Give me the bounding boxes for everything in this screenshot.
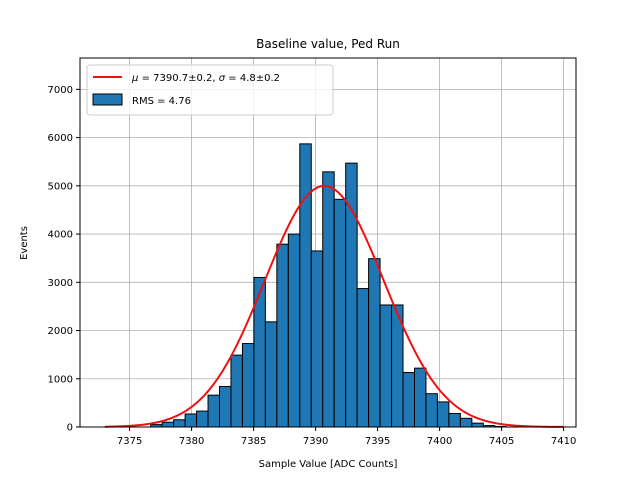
y-tick-label: 1000 (48, 374, 73, 385)
histogram-bar (356, 288, 370, 428)
legend-fit-text-2: = 4.8±0.2 (228, 73, 280, 84)
x-axis-label: Sample Value [ADC Counts] (259, 459, 398, 470)
x-tick-label: 7380 (179, 436, 204, 447)
y-tick-label: 0 (67, 423, 73, 434)
histogram-bar (207, 394, 220, 428)
x-tick-label: 7410 (551, 436, 576, 447)
histogram-bar (299, 143, 312, 428)
histogram-bar (241, 343, 255, 428)
histogram-bar (287, 233, 301, 428)
histogram-bar (413, 367, 427, 428)
y-axis-label: Events (19, 226, 30, 260)
y-axis-ticks: 0 1000 2000 3000 4000 5000 6000 7000 (48, 85, 80, 434)
x-tick-label: 7385 (241, 436, 266, 447)
histogram-bar (448, 412, 461, 428)
legend-fit-mu: μ (131, 73, 138, 84)
x-tick-label: 7395 (365, 436, 390, 447)
y-tick-label: 6000 (48, 133, 73, 144)
legend-hist-label: RMS = 4.76 (132, 96, 191, 107)
legend: μ = 7390.7±0.2, σ = 4.8±0.2 RMS = 4.76 (86, 64, 334, 116)
histogram-bar (310, 250, 324, 428)
histogram-bar (230, 354, 243, 428)
histogram-bar (436, 401, 450, 428)
legend-fit-label: μ = 7390.7±0.2, σ = 4.8±0.2 (131, 73, 280, 84)
legend-fit-text-1: = 7390.7±0.2, (142, 73, 219, 84)
histogram-bar (276, 243, 289, 428)
histogram-bar (173, 419, 186, 428)
legend-box (86, 64, 334, 116)
histogram-bar (196, 410, 209, 428)
histogram-bar (379, 304, 393, 428)
x-tick-label: 7400 (427, 436, 452, 447)
y-tick-label: 3000 (48, 278, 73, 289)
histogram-bar (322, 171, 335, 428)
histogram-bar (368, 258, 381, 428)
histogram-bar (471, 422, 484, 428)
y-tick-label: 5000 (48, 181, 73, 192)
legend-hist-swatch (92, 93, 123, 106)
histogram-bar (184, 413, 198, 428)
histogram-bar (253, 276, 266, 428)
histogram-bar (333, 198, 347, 428)
histogram-bar (161, 421, 175, 428)
y-tick-label: 4000 (48, 230, 73, 241)
y-tick-label: 2000 (48, 326, 73, 337)
histogram-bar (264, 321, 278, 428)
x-tick-label: 7390 (303, 436, 328, 447)
plot-frame (79, 57, 577, 428)
histogram-bar (459, 417, 473, 428)
histogram-bar (425, 393, 438, 428)
x-tick-label: 7405 (489, 436, 514, 447)
gaussian-fit-line (104, 184, 564, 428)
fit-curve-layer (104, 184, 564, 428)
y-tick-label: 7000 (48, 85, 73, 96)
x-axis-ticks: 7375 7380 7385 7390 7395 7400 7405 7410 (117, 427, 576, 447)
chart-title: Baseline value, Ped Run (256, 37, 400, 51)
histogram-bar (402, 371, 415, 428)
legend-fit-sigma: σ (219, 73, 226, 84)
x-tick-label: 7375 (117, 436, 142, 447)
histogram-bar (219, 385, 232, 428)
